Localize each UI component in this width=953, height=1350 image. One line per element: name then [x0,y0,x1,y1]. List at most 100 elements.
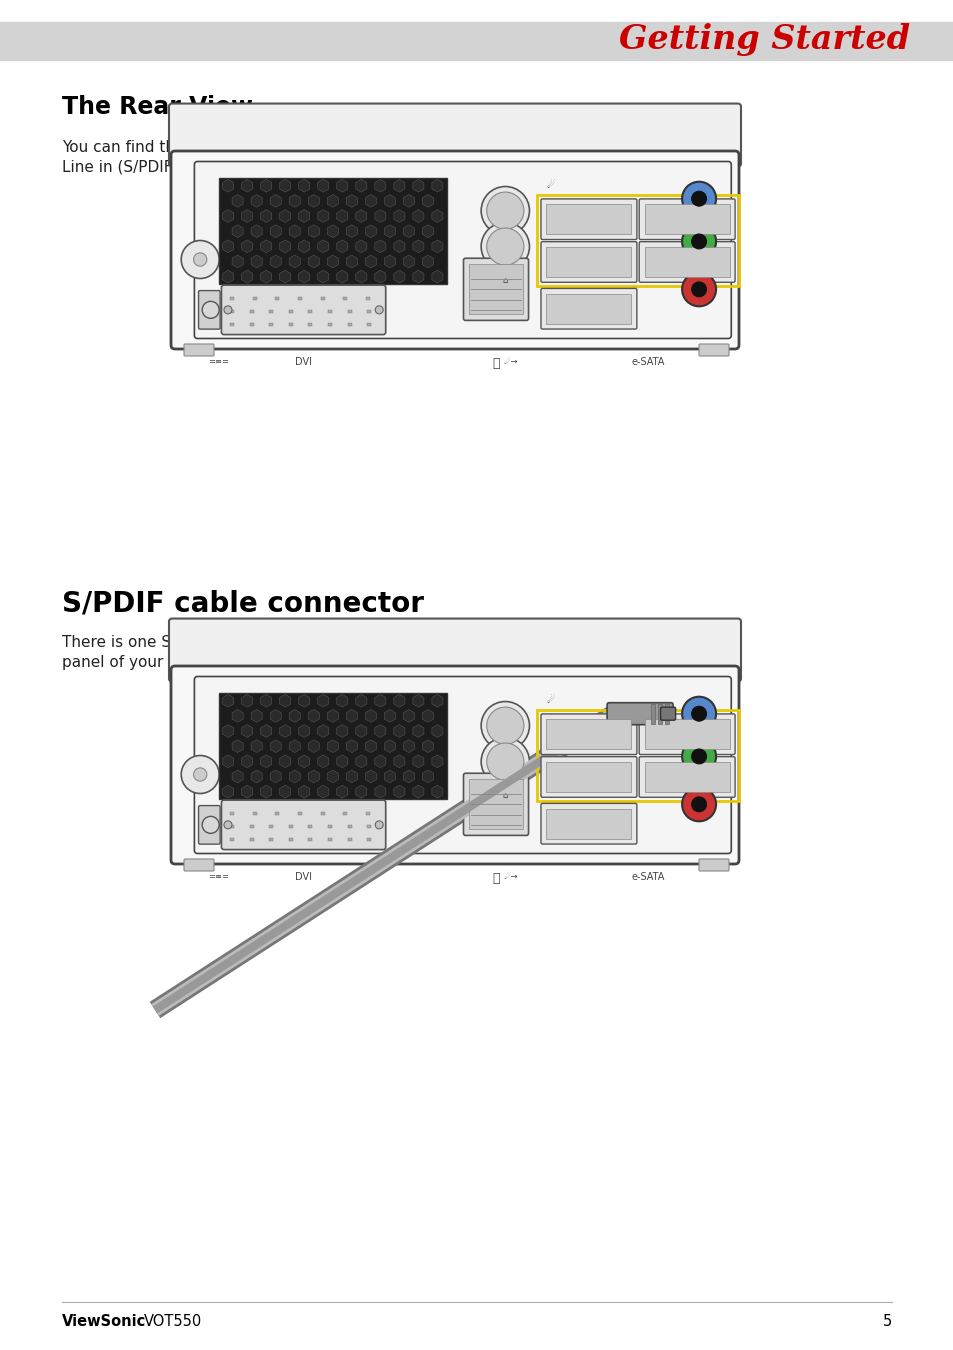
Circle shape [480,186,529,235]
Circle shape [691,282,706,297]
Text: ⌂: ⌂ [502,791,507,801]
Text: Line in (S/PDIF out), Line out, and MIC as illustrated below.: Line in (S/PDIF out), Line out, and MIC … [62,161,509,176]
Bar [328,825,332,828]
FancyBboxPatch shape [463,774,528,836]
Bar [658,703,661,724]
Text: ☄→: ☄→ [503,356,517,366]
Bar [343,811,347,815]
FancyBboxPatch shape [659,707,675,720]
FancyBboxPatch shape [540,289,637,329]
FancyBboxPatch shape [169,104,740,166]
Circle shape [181,756,219,794]
FancyBboxPatch shape [171,666,739,864]
Bar [218,693,446,799]
Text: ⏚: ⏚ [492,356,499,370]
Circle shape [681,787,716,821]
Bar [348,309,352,313]
FancyBboxPatch shape [540,756,637,798]
Circle shape [486,707,523,744]
FancyBboxPatch shape [639,198,735,239]
Circle shape [486,743,523,780]
Bar [230,297,233,300]
Circle shape [691,749,706,764]
Circle shape [375,821,383,829]
FancyBboxPatch shape [639,242,735,282]
Bar [250,323,253,327]
Circle shape [202,817,219,833]
Bar [230,825,233,828]
Bar [546,763,631,792]
FancyBboxPatch shape [463,258,528,320]
Text: VOT550: VOT550 [144,1315,202,1330]
FancyBboxPatch shape [198,806,220,844]
Bar [546,809,631,838]
Circle shape [224,306,232,313]
FancyBboxPatch shape [540,803,637,844]
Circle shape [691,234,706,248]
Bar [644,247,729,277]
Text: ☄: ☄ [545,180,555,190]
Bar [308,825,313,828]
Bar [289,323,293,327]
Bar [320,811,324,815]
Bar [367,309,371,313]
Bar [366,297,370,300]
Bar [250,825,253,828]
Bar [308,837,313,841]
Bar [308,309,313,313]
FancyBboxPatch shape [221,285,385,335]
Bar [230,837,233,841]
Circle shape [375,306,383,313]
Text: e-SATA: e-SATA [631,872,664,882]
Bar [218,178,446,285]
Bar [297,811,301,815]
Bar [269,825,273,828]
Bar [546,720,631,749]
Circle shape [480,702,529,749]
Text: You can find the connectors for the power source, DVI, network, USB 2.0, eSATA,: You can find the connectors for the powe… [62,140,679,155]
Text: ☄: ☄ [545,695,555,705]
Bar [297,297,301,300]
Bar [328,323,332,327]
Text: e-SATA: e-SATA [631,356,664,367]
Circle shape [681,697,716,730]
Bar [537,196,738,286]
FancyBboxPatch shape [699,344,728,356]
Circle shape [691,192,706,207]
Bar [230,309,233,313]
Circle shape [486,228,523,265]
FancyBboxPatch shape [198,290,220,329]
Text: DVI: DVI [294,872,312,882]
Text: Getting Started: Getting Started [618,23,909,57]
Bar [269,309,273,313]
Bar [469,779,522,829]
FancyBboxPatch shape [184,344,213,356]
Bar [328,309,332,313]
Bar [469,265,522,315]
Bar [320,297,324,300]
FancyBboxPatch shape [194,676,731,853]
Bar [664,703,668,724]
Bar [343,297,347,300]
Circle shape [193,252,207,266]
Bar [366,811,370,815]
Text: panel of your machine correctly, please refer to the diagram as shown below:: panel of your machine correctly, please … [62,655,657,670]
FancyBboxPatch shape [221,801,385,849]
Text: The Rear View: The Rear View [62,95,253,119]
Bar [328,837,332,841]
Bar [230,323,233,327]
Text: DVI: DVI [294,356,312,367]
Bar [269,323,273,327]
Circle shape [681,273,716,306]
Bar [348,825,352,828]
Bar [546,247,631,277]
FancyBboxPatch shape [606,703,673,725]
Bar [269,837,273,841]
Text: S/PDIF cable connector: S/PDIF cable connector [62,590,423,618]
Circle shape [681,740,716,774]
Circle shape [681,224,716,258]
Bar [537,710,738,801]
Bar [644,204,729,234]
Circle shape [691,796,706,811]
Bar [308,323,313,327]
